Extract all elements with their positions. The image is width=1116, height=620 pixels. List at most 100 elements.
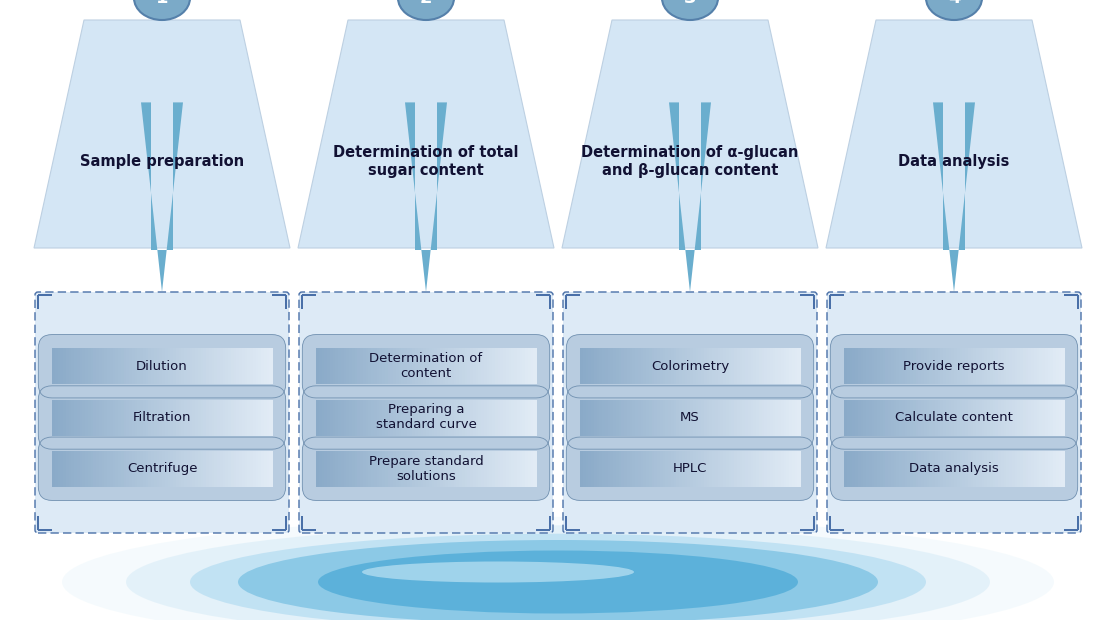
Bar [1077, 295, 1079, 309]
Bar [781, 451, 785, 487]
Bar [910, 348, 914, 384]
Bar [1001, 451, 1004, 487]
Bar [186, 348, 191, 384]
Bar [888, 348, 892, 384]
Ellipse shape [398, 0, 454, 20]
Bar [379, 451, 383, 487]
Bar [102, 399, 105, 435]
Bar [267, 399, 270, 435]
Bar [864, 348, 867, 384]
Polygon shape [298, 20, 554, 248]
Bar [464, 399, 469, 435]
Bar [66, 399, 69, 435]
Bar [937, 451, 941, 487]
FancyBboxPatch shape [830, 335, 1078, 398]
Bar [652, 399, 655, 435]
Bar [627, 399, 631, 435]
Bar [492, 348, 496, 384]
Bar [1039, 399, 1043, 435]
Bar [596, 399, 600, 435]
Bar [225, 451, 229, 487]
Bar [885, 451, 889, 487]
Bar [316, 348, 320, 384]
FancyBboxPatch shape [302, 437, 550, 500]
Bar [877, 399, 881, 435]
Bar [171, 348, 174, 384]
Bar [85, 348, 89, 384]
Bar [533, 451, 537, 487]
Bar [992, 451, 997, 487]
Bar [549, 516, 551, 530]
Bar [629, 399, 633, 435]
Bar [673, 348, 677, 384]
Bar [610, 399, 614, 435]
Bar [374, 399, 377, 435]
Bar [605, 451, 608, 487]
Bar [503, 451, 507, 487]
Bar [753, 399, 757, 435]
Bar [742, 399, 745, 435]
Bar [767, 399, 771, 435]
Bar [673, 451, 677, 487]
Bar [406, 399, 411, 435]
Bar [1009, 399, 1012, 435]
Bar [849, 348, 854, 384]
Bar [184, 348, 187, 384]
Bar [239, 348, 243, 384]
Bar [787, 348, 790, 384]
Bar [849, 451, 854, 487]
Bar [734, 399, 738, 435]
Bar [797, 348, 801, 384]
Bar [580, 399, 584, 435]
Bar [1058, 348, 1062, 384]
Bar [635, 451, 638, 487]
Bar [588, 399, 591, 435]
Bar [165, 399, 169, 435]
Bar [514, 451, 518, 487]
Bar [217, 399, 221, 435]
Bar [206, 451, 210, 487]
Bar [206, 348, 210, 384]
Bar [770, 348, 773, 384]
Bar [753, 451, 757, 487]
Bar [932, 348, 935, 384]
Bar [1031, 399, 1035, 435]
Bar [55, 399, 58, 435]
Bar [682, 348, 685, 384]
Bar [607, 451, 612, 487]
Bar [352, 451, 356, 487]
Bar [723, 348, 727, 384]
Bar [637, 451, 642, 487]
Bar [517, 399, 520, 435]
Bar [679, 348, 683, 384]
Bar [371, 451, 375, 487]
FancyBboxPatch shape [830, 386, 1078, 449]
Bar [761, 348, 766, 384]
Bar [494, 451, 499, 487]
Bar [55, 348, 58, 384]
FancyBboxPatch shape [562, 292, 817, 533]
Bar [173, 451, 176, 487]
Bar [316, 399, 320, 435]
Bar [222, 451, 227, 487]
Bar [860, 399, 864, 435]
Bar [121, 348, 125, 384]
Bar [453, 451, 458, 487]
Bar [437, 348, 441, 384]
Bar [228, 451, 232, 487]
Bar [699, 399, 702, 435]
Bar [79, 451, 84, 487]
Bar [137, 348, 141, 384]
Bar [935, 399, 939, 435]
Bar [858, 348, 862, 384]
Bar [753, 348, 757, 384]
Bar [1014, 451, 1018, 487]
Bar [206, 399, 210, 435]
Bar [162, 348, 166, 384]
Bar [256, 451, 259, 487]
Bar [145, 399, 150, 435]
Bar [641, 348, 644, 384]
Bar [987, 451, 991, 487]
Bar [1061, 399, 1065, 435]
Bar [663, 348, 666, 384]
